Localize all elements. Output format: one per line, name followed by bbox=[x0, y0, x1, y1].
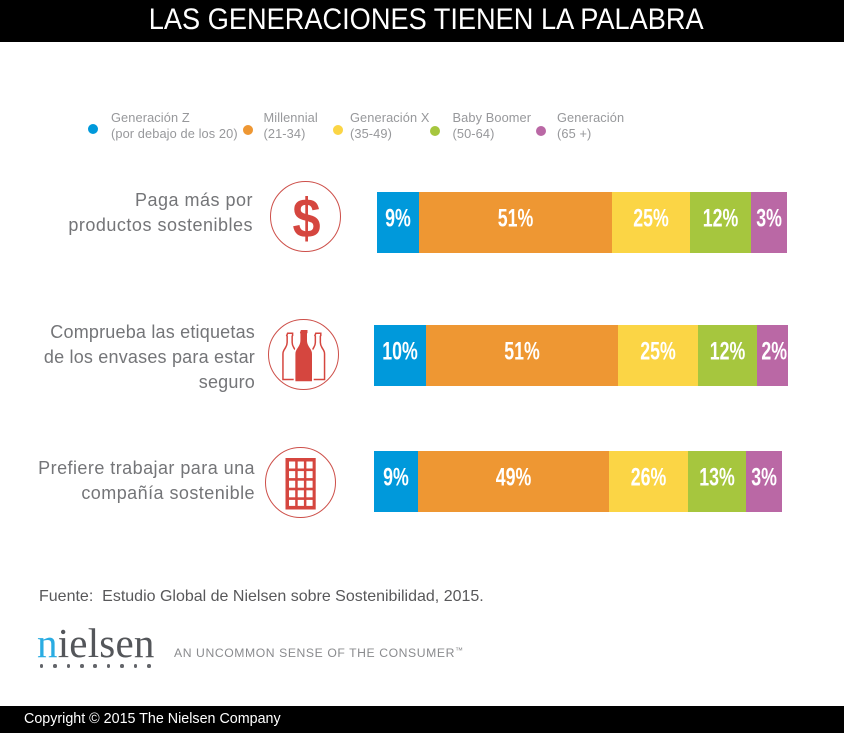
svg-text:$: $ bbox=[292, 188, 320, 250]
